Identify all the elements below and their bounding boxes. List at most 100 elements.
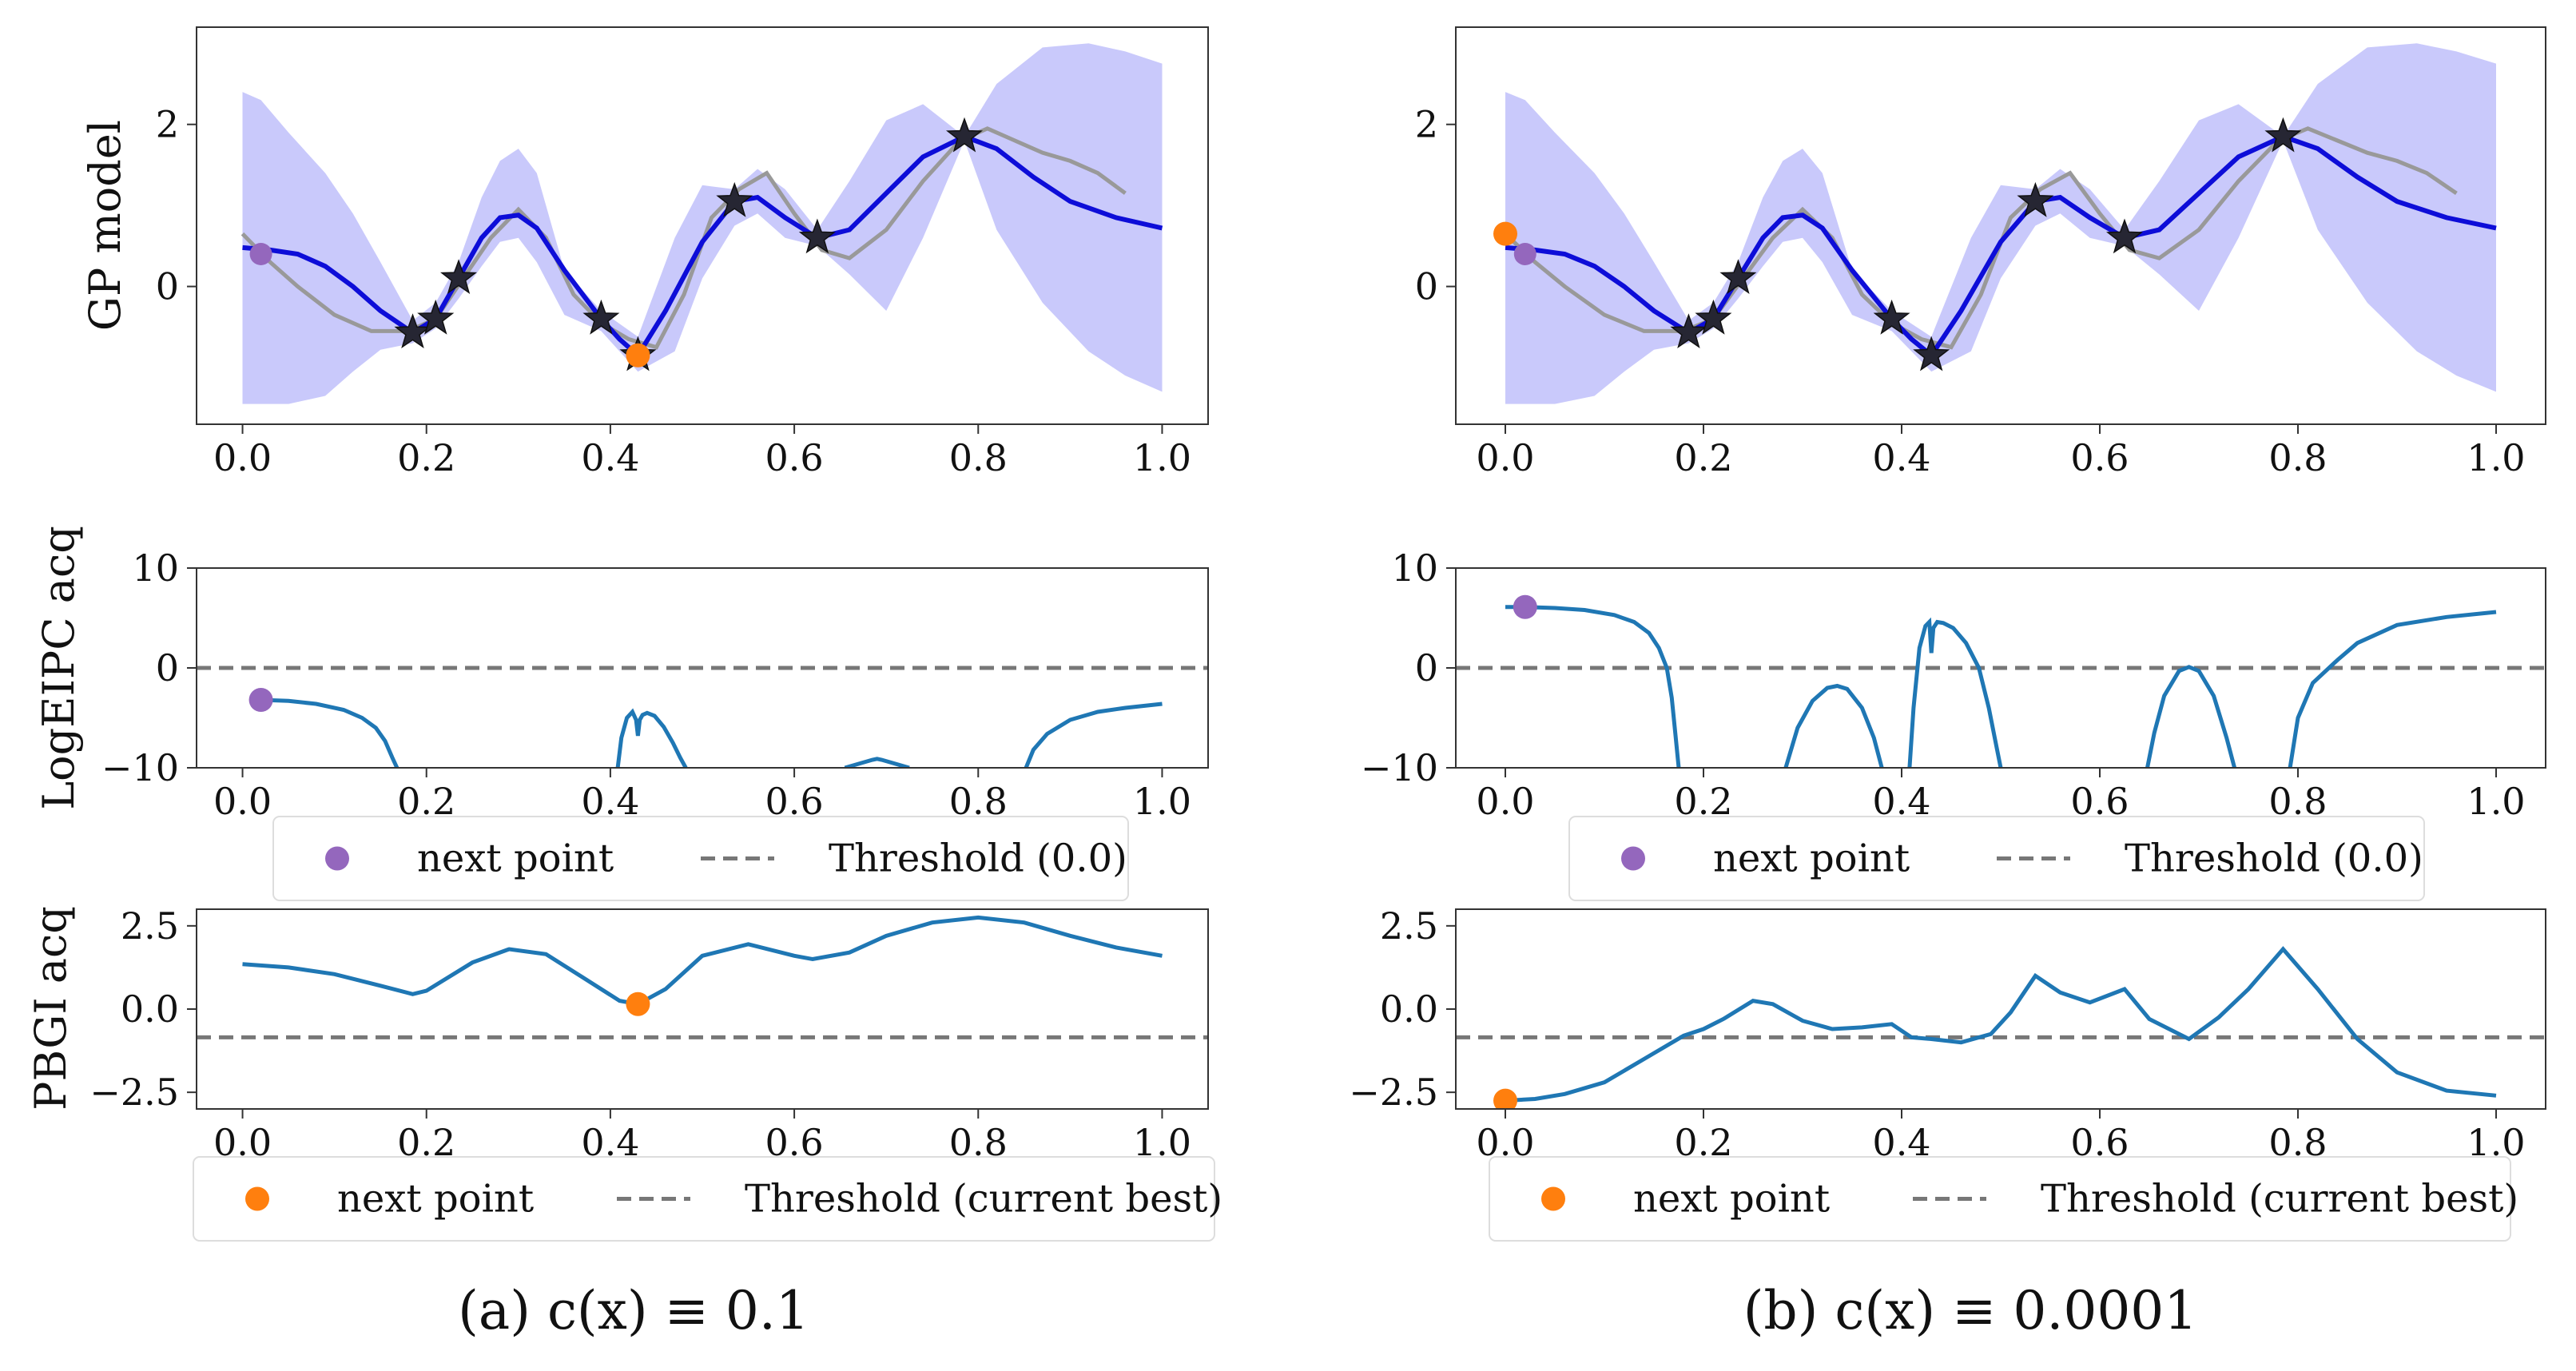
legend-box	[1489, 1156, 2511, 1242]
next-point-marker	[626, 343, 650, 368]
legend-box	[193, 1156, 1215, 1242]
y-tick-label: 0	[1415, 646, 1438, 689]
observation-star	[716, 181, 753, 217]
pbgi-plot-b: 0.0 0.2 0.4 0.6 0.8 1.02.50.0−2.5	[1349, 904, 2546, 1164]
legend-threshold-label: Threshold (current best)	[745, 1177, 1222, 1222]
x-tick-label: 1.0	[1133, 780, 1191, 823]
x-tick-label: 0.2	[397, 436, 455, 479]
next-point-marker	[1513, 594, 1537, 619]
legend-next-point-label: next point	[1633, 1177, 1830, 1222]
acquisition-curve	[242, 915, 1163, 1007]
acquisition-curve-segment	[2288, 610, 2497, 768]
panel-a: 0.0 0.2 0.4 0.6 0.8 1.0 0 2 GP model 0.0 0.2 0.4 0…	[26, 26, 1222, 1341]
next-point-marker	[626, 991, 650, 1016]
axes-frame	[1455, 908, 2546, 1110]
acquisition-curve-segment	[1024, 701, 1163, 768]
gp-model-plot-a: 0.0 0.2 0.4 0.6 0.8 1.0 0 2	[156, 26, 1209, 479]
legend-next-point-marker	[1621, 846, 1645, 871]
acquisition-curve-segment	[844, 757, 910, 768]
legend-next-point-marker	[325, 846, 349, 871]
y-tick-label: 0.0	[121, 988, 179, 1031]
x-tick-label: 0.2	[1674, 436, 1732, 479]
y-tick-label: −10	[101, 746, 179, 789]
caption-a: (a) c(x) ≡ 0.1	[458, 1280, 809, 1341]
y-tick-label: −2.5	[89, 1071, 179, 1114]
acquisition-curve-segment	[1907, 617, 2003, 768]
gp-ylabel-a: GP model	[80, 120, 130, 331]
y-tick-label: 2	[156, 103, 179, 146]
y-tick-label: 2.5	[121, 904, 179, 948]
acquisition-curve-segment	[260, 697, 400, 768]
x-tick-label: 1.0	[2467, 436, 2525, 479]
acquisition-curve-segment	[1505, 605, 1681, 768]
observation-star	[417, 299, 455, 335]
plot-area	[197, 666, 1208, 768]
observation-star	[394, 313, 431, 349]
observation-star	[1670, 313, 1707, 348]
plot-area	[197, 915, 1208, 1039]
x-tick-label: 0.4	[581, 436, 639, 479]
acquisition-curve-segment	[615, 708, 688, 768]
pbgi-plot-a: 0.0 0.2 0.4 0.6 0.8 1.02.50.0−2.5	[89, 904, 1209, 1164]
x-tick-label: 0.4	[1872, 436, 1930, 479]
y-tick-label: 2	[1415, 103, 1438, 146]
legend-next-point-marker	[1541, 1186, 1565, 1211]
next-point-marker	[248, 688, 273, 712]
y-tick-label: 0	[156, 265, 179, 308]
observation-star	[440, 259, 477, 294]
plot-area	[1456, 946, 2546, 1109]
observation-star	[946, 117, 983, 153]
x-tick-label: 0.6	[2070, 436, 2129, 479]
next-point-marker	[1493, 1088, 1517, 1109]
x-tick-label: 0.6	[765, 436, 824, 479]
axes-frame	[196, 26, 1209, 425]
pbgi-ylabel-a: PBGI acq	[26, 906, 76, 1111]
caption-b: (b) c(x) ≡ 0.0001	[1743, 1280, 2198, 1341]
observation-star	[1719, 259, 1757, 294]
x-tick-label: 0.8	[2268, 436, 2327, 479]
legend-threshold-label: Threshold (0.0)	[2125, 837, 2423, 881]
pbgi-legend-a: next point Threshold (current best)	[193, 1156, 1222, 1242]
y-tick-label: −10	[1361, 746, 1438, 789]
legend-next-point-label: next point	[1713, 837, 1910, 881]
acquisition-curve	[1505, 946, 2497, 1103]
acquisition-curve-segment	[2145, 665, 2237, 768]
acquisition-curve-segment	[1783, 683, 1884, 768]
logeipc-ylabel-a: LogEIPC acq	[34, 526, 84, 810]
axes-frame	[1455, 26, 2546, 425]
y-tick-label: −2.5	[1349, 1071, 1438, 1114]
legend-next-point-label: next point	[337, 1177, 534, 1222]
observation-star	[798, 218, 836, 254]
plot-area	[1456, 594, 2546, 768]
confidence-band	[242, 43, 1163, 404]
panel-b: 0.0 0.2 0.4 0.6 0.8 1.0 0 2 0.0 0.2 0.4 0.6 0.8 1.0 1…	[1349, 26, 2546, 1341]
observation-star	[582, 299, 620, 335]
y-tick-label: 2.5	[1380, 904, 1438, 948]
y-tick-label: 10	[132, 546, 179, 590]
observation-star	[1913, 336, 1950, 372]
x-tick-label: 0.0	[1476, 436, 1534, 479]
legend-next-point-label: next point	[417, 837, 614, 881]
legend-threshold-label: Threshold (0.0)	[829, 837, 1127, 881]
observation-star	[2106, 218, 2143, 254]
next-point-marker	[1493, 221, 1517, 246]
gp-model-plot-b: 0.0 0.2 0.4 0.6 0.8 1.0 0 2	[1415, 26, 2546, 479]
y-tick-label: 0	[156, 646, 179, 689]
x-tick-label: 0.0	[1476, 780, 1534, 823]
confidence-band	[1505, 43, 2496, 404]
plot-area	[241, 43, 1163, 404]
y-tick-label: 10	[1391, 546, 1438, 590]
legend-threshold-label: Threshold (current best)	[2041, 1177, 2518, 1222]
logeipc-legend-b: next point Threshold (0.0)	[1568, 816, 2425, 901]
observation-star	[1695, 299, 1732, 335]
x-tick-label: 0.0	[213, 436, 272, 479]
y-tick-label: 0.0	[1380, 988, 1438, 1031]
axes-frame	[196, 908, 1209, 1110]
current-point-marker	[1513, 243, 1536, 265]
x-tick-label: 1.0	[2467, 780, 2525, 823]
observation-star	[1873, 299, 1910, 335]
current-point-marker	[249, 243, 272, 265]
